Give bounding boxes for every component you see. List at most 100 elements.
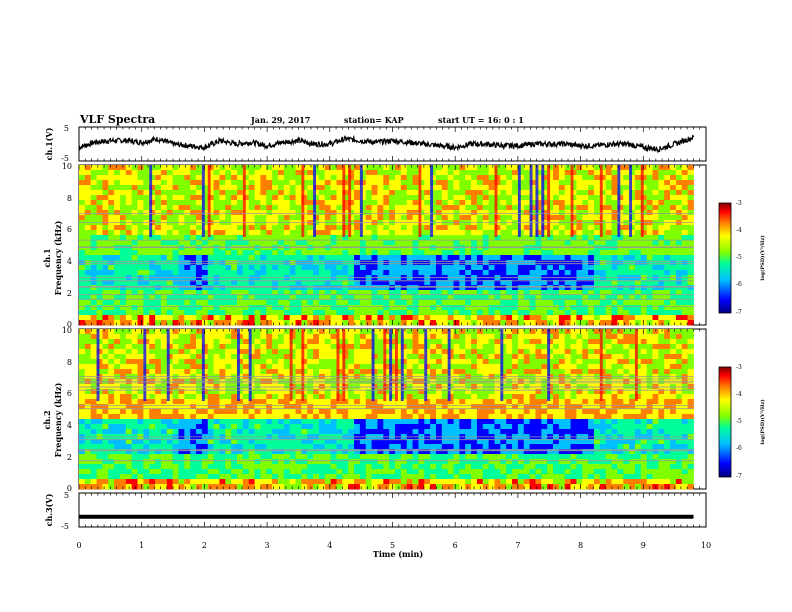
spectrogram-cell xyxy=(119,369,127,375)
spectrogram-cell xyxy=(160,364,168,370)
spectrogram-cell xyxy=(383,255,390,261)
spectrogram-cell xyxy=(260,195,267,201)
spectrogram-cell xyxy=(476,300,484,306)
spectrogram-cell xyxy=(242,250,250,256)
spectrogram-cell xyxy=(272,235,279,241)
spectrogram-cell xyxy=(617,315,624,321)
spectrogram-cell xyxy=(266,334,273,340)
spectrogram-cell xyxy=(687,225,694,231)
spectrogram-cell xyxy=(418,230,425,236)
spectrogram-cell xyxy=(108,464,115,470)
spectrogram-cell xyxy=(447,320,454,326)
spectrogram-cell xyxy=(213,404,220,410)
spectrogram-cell xyxy=(190,344,197,350)
spectrogram-cell xyxy=(342,290,349,296)
spectrogram-cell xyxy=(348,210,355,216)
spectrogram-cell xyxy=(494,310,501,316)
spectrogram-cell xyxy=(558,230,566,236)
spectrogram-cell xyxy=(277,285,285,291)
spectrogram-cell xyxy=(277,310,285,316)
spectrogram-cell xyxy=(652,170,659,176)
spectrogram-cell xyxy=(354,215,361,221)
spectrogram-cell xyxy=(131,300,138,306)
spectrogram-cell xyxy=(178,419,185,425)
spectrogram-cell xyxy=(125,290,133,296)
spectrogram-cell xyxy=(553,280,560,286)
spectrogram-cell xyxy=(512,270,519,276)
spectrogram-cell xyxy=(617,250,624,256)
spectrogram-cell xyxy=(160,310,168,316)
spectrogram-cell xyxy=(564,280,571,286)
spectrogram-cell xyxy=(260,280,267,286)
spectrogram-cell xyxy=(482,215,490,221)
spectrogram-cell xyxy=(681,255,689,261)
spectrogram-cell xyxy=(90,334,97,340)
spectrogram-cell xyxy=(307,185,314,191)
spectrogram-cell xyxy=(687,270,694,276)
spectrogram-cell xyxy=(605,210,612,216)
spectrogram-cell xyxy=(336,235,343,241)
spectrogram-cell xyxy=(664,320,671,326)
spectrogram-cell xyxy=(196,310,203,316)
spectrogram-cell xyxy=(90,265,97,271)
spectrogram-cell xyxy=(277,419,285,425)
spectrogram-cell xyxy=(190,215,197,221)
spectrogram-cell xyxy=(453,180,460,186)
spectrogram-cell xyxy=(523,250,530,256)
spectrogram-cell xyxy=(84,419,92,425)
spectrogram-cell xyxy=(558,260,566,266)
spectrogram-cell xyxy=(605,170,612,176)
spectrogram-cell xyxy=(441,310,449,316)
spectrogram-cell xyxy=(435,305,443,311)
spectrogram-cell xyxy=(523,185,530,191)
spectrogram-cell xyxy=(529,165,536,171)
spectrogram-cell xyxy=(336,215,343,221)
spectrogram-cell xyxy=(225,414,232,420)
spectrogram-cell xyxy=(231,444,238,450)
spectrogram-cell xyxy=(412,310,419,316)
spectrogram-cell xyxy=(283,290,291,296)
spectrogram-cell xyxy=(219,339,226,345)
spectrogram-cell xyxy=(131,210,138,216)
spectrogram-cell xyxy=(254,469,261,475)
spectrogram-cell xyxy=(295,310,302,316)
spectrogram-cell xyxy=(623,205,630,211)
spectrogram-cell xyxy=(611,270,618,276)
spectrogram-cell xyxy=(283,414,291,420)
spectrogram-cell xyxy=(459,200,466,206)
spectrogram-cell xyxy=(371,260,378,266)
spectrogram-cell xyxy=(213,414,220,420)
spectrogram-cell xyxy=(400,240,408,246)
spectrogram-streak xyxy=(629,165,633,237)
spectrogram-cell xyxy=(512,210,519,216)
spectrogram-cell xyxy=(79,225,86,231)
spectrogram-cell xyxy=(237,399,244,405)
spectrogram-cell xyxy=(201,399,209,405)
spectrogram-cell xyxy=(377,200,384,206)
spectrogram-cell xyxy=(79,165,86,171)
spectrogram-cell xyxy=(283,315,291,321)
spectrogram-cell xyxy=(681,290,689,296)
spectrogram-cell xyxy=(570,250,577,256)
spectrogram-cell xyxy=(529,315,536,321)
spectrogram-cell xyxy=(266,280,273,286)
spectrogram-cell xyxy=(84,190,92,196)
spectrogram-cell xyxy=(166,389,174,395)
spectrogram-cell xyxy=(137,250,144,256)
spectrogram-cell xyxy=(260,439,267,445)
spectrogram-cell xyxy=(488,230,495,236)
spectrogram-cell xyxy=(348,280,355,286)
spectrogram-cell xyxy=(277,315,285,321)
spectrogram-cell xyxy=(137,454,144,460)
spectrogram-cell xyxy=(342,295,349,301)
spectrogram-cell xyxy=(172,205,179,211)
spectrogram-cell xyxy=(640,240,648,246)
spectrogram-cell xyxy=(441,175,449,181)
spectrogram-cell xyxy=(500,230,507,236)
spectrogram-cell xyxy=(330,215,337,221)
spectrogram-cell xyxy=(131,399,138,405)
spectrogram-cell xyxy=(675,310,683,316)
spectrogram-cell xyxy=(523,170,530,176)
spectrogram-cell xyxy=(119,459,127,465)
spectrogram-cell xyxy=(90,379,97,385)
